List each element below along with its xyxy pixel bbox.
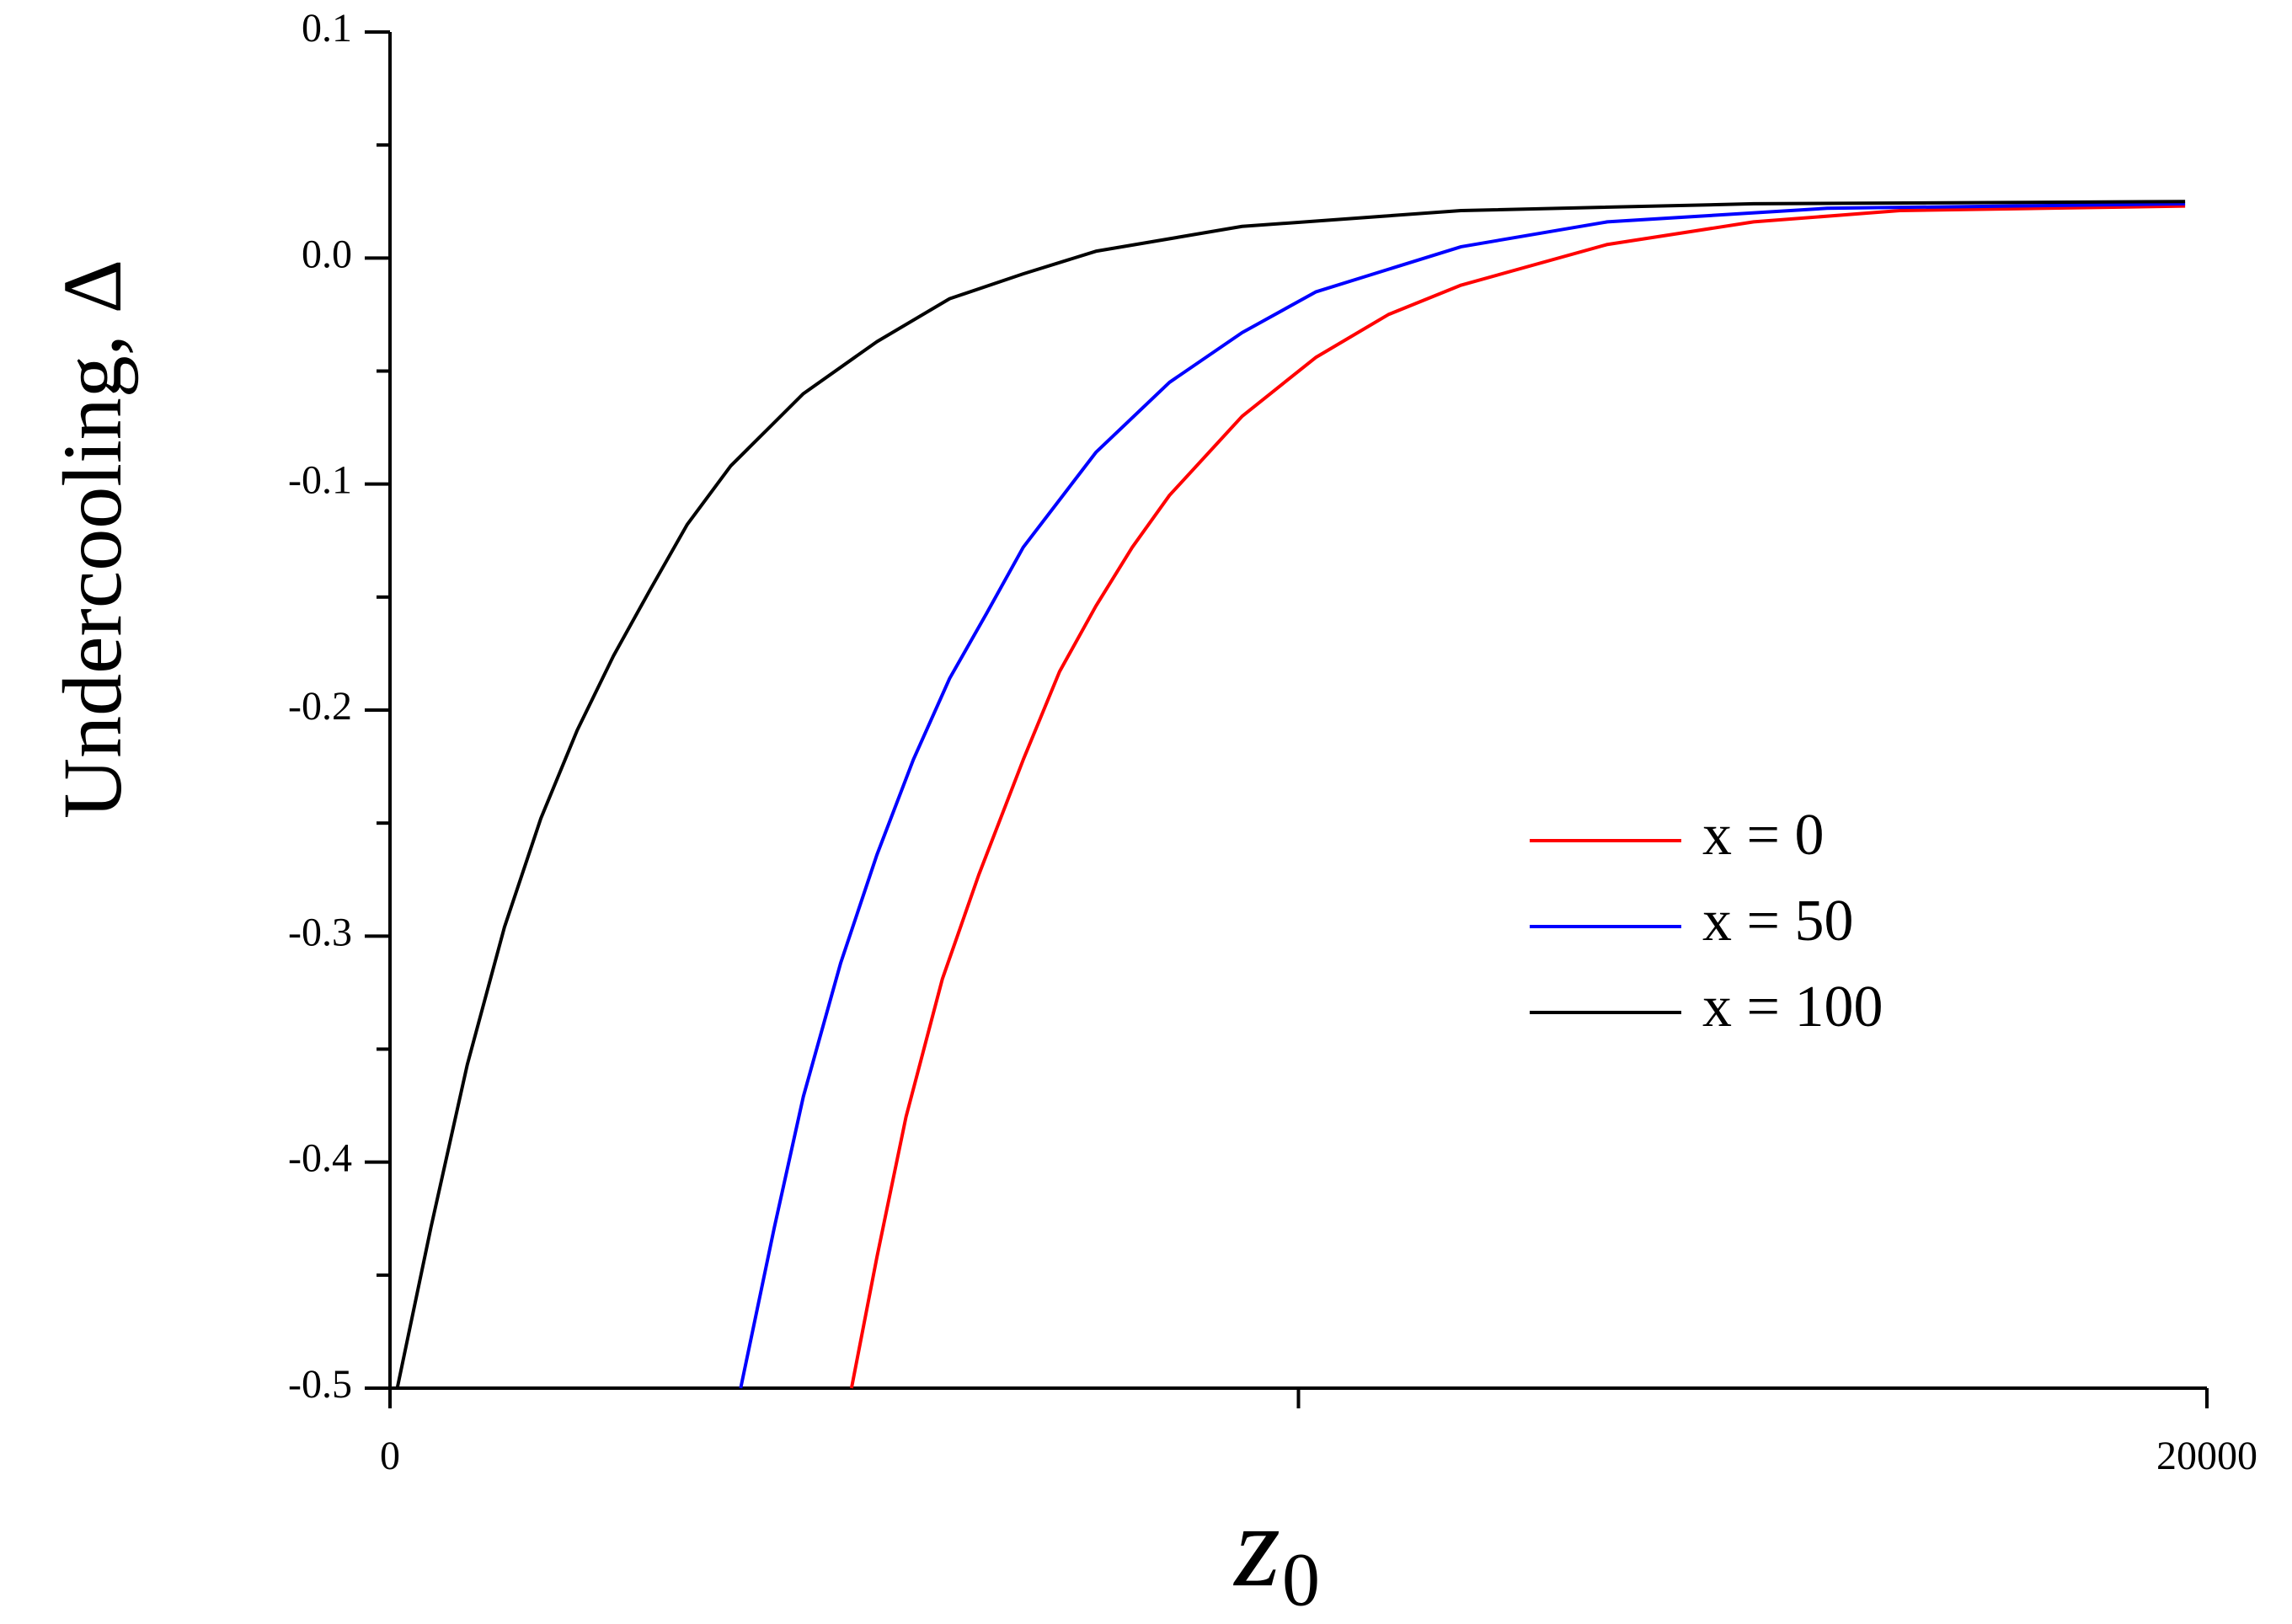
y-tick-label: -0.4 [288,1136,352,1181]
legend-label: x = 100 [1702,975,1883,1039]
series-line [739,201,2186,1389]
y-tick-label: 0.1 [302,6,352,51]
x-axis-label: z [1233,1481,1280,1611]
y-tick-label: -0.3 [288,910,352,954]
y-axis-label: Undercooling, Δ [45,259,139,819]
y-tick-label: -0.1 [288,458,352,503]
legend-label: x = 50 [1702,889,1853,954]
y-tick-label: -0.5 [288,1362,352,1407]
x-tick-label: 20000 [2156,1434,2257,1478]
x-tick-label: 0 [380,1434,400,1478]
legend-label: x = 0 [1702,803,1824,868]
x-axis-label-subscript: 0 [1282,1539,1320,1622]
y-tick-label: -0.2 [288,684,352,729]
y-tick-label: 0.0 [302,232,352,276]
series-line [849,204,2186,1389]
series-line [395,200,2186,1389]
